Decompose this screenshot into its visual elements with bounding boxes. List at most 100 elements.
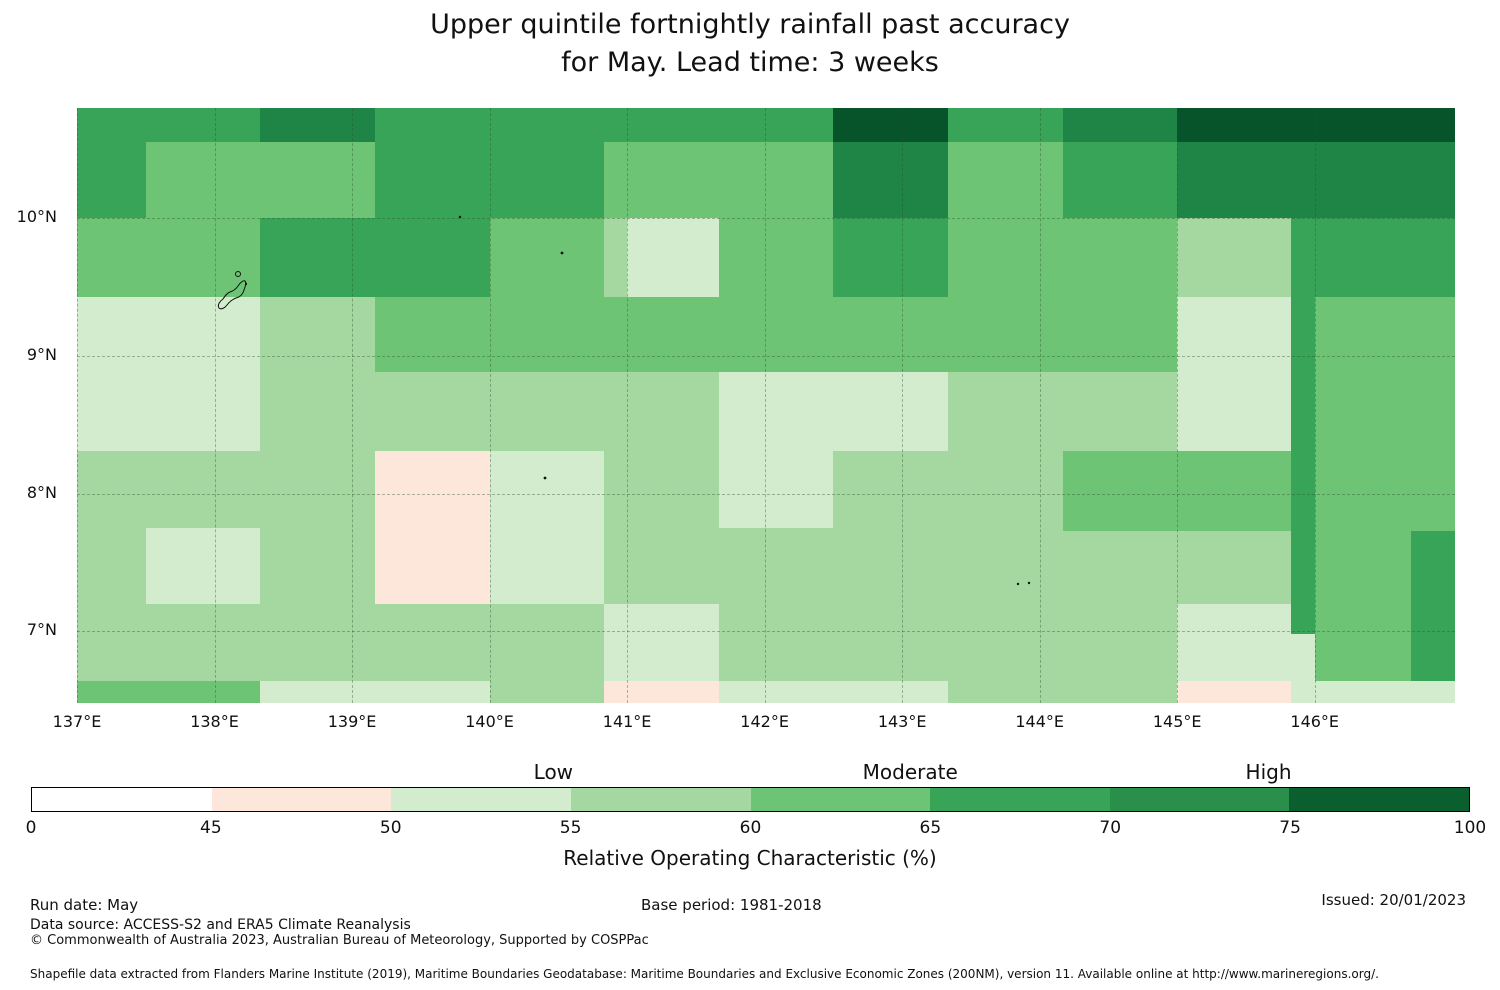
map-cell (489, 680, 604, 703)
map-cell (1291, 680, 1455, 703)
islet (560, 251, 564, 255)
map-cell (77, 142, 146, 219)
y-tick-label: 7°N (26, 620, 57, 640)
colorbar-tick: 100 (1453, 818, 1487, 838)
x-tick-label: 137°E (52, 712, 102, 731)
gridline-horizontal (77, 218, 1455, 220)
map-cell (833, 108, 948, 143)
map-cell (259, 680, 490, 703)
colorbar-category-moderate: Moderate (862, 760, 958, 784)
map-cell (947, 680, 1178, 703)
map-cell (719, 450, 834, 529)
y-tick-label: 9°N (26, 344, 57, 364)
islet (543, 476, 547, 480)
island-outlines (217, 215, 1031, 586)
gridline-vertical (214, 108, 216, 703)
map-cell (1177, 142, 1455, 219)
map-cell (1314, 530, 1411, 681)
map-cell (947, 108, 1064, 143)
gridline-horizontal (77, 355, 1455, 357)
footer-base-period: Base period: 1981-2018 (641, 896, 822, 914)
map-cell (603, 218, 628, 297)
map-cell (719, 218, 834, 297)
gridline-vertical (352, 108, 354, 703)
chart-title: Upper quintile fortnightly rainfall past… (0, 6, 1500, 82)
map-cell (603, 296, 720, 373)
map-cell (719, 680, 948, 703)
map-cell (259, 296, 376, 604)
map-cell (489, 296, 604, 373)
map-cell (77, 603, 604, 681)
colorbar-tick: 60 (739, 818, 762, 838)
colorbar-segment-55-60 (570, 788, 751, 811)
gridline-vertical (489, 108, 491, 703)
map-cell (603, 603, 720, 681)
map-cell (1291, 450, 1315, 635)
gridline-horizontal (77, 493, 1455, 495)
map-cell (77, 680, 260, 703)
map-cell (719, 528, 834, 604)
colorbar-tick: 0 (25, 818, 37, 838)
x-tick-label: 140°E (465, 712, 514, 731)
map-cell (947, 142, 1064, 219)
map-cell (375, 372, 490, 451)
map-cell (1177, 218, 1292, 297)
colorbar-category-high: High (1245, 760, 1292, 784)
map-cell (1177, 108, 1455, 143)
map-cell (259, 108, 376, 143)
map-cell (947, 372, 1178, 451)
colorbar-tick: 75 (1279, 818, 1301, 838)
map-cell (603, 372, 720, 604)
colorbar-segment-70-75 (1109, 788, 1290, 811)
map-cell (375, 450, 490, 604)
map-cell (1291, 218, 1455, 297)
map-cell (1291, 634, 1315, 681)
map-cell (77, 108, 260, 143)
colorbar-tick: 65 (919, 818, 942, 838)
x-tick-label: 143°E (877, 712, 927, 731)
footer-copyright: © Commonwealth of Australia 2023, Austra… (30, 933, 649, 948)
map-cell (77, 450, 260, 529)
map-cell (259, 218, 490, 297)
map-cell (489, 218, 604, 297)
map-cell (1177, 680, 1292, 703)
x-tick-label: 144°E (1015, 712, 1064, 731)
x-tick-label: 145°E (1152, 712, 1202, 731)
islet (1016, 582, 1020, 586)
map-cell (719, 296, 834, 373)
map-cell (603, 680, 720, 703)
map-cell (833, 296, 948, 373)
y-tick-label: 10°N (16, 207, 57, 227)
islet (458, 215, 462, 219)
map-cell (77, 528, 146, 604)
map-cell (1410, 530, 1455, 681)
gridline-vertical (764, 108, 766, 703)
gridline-vertical (1039, 108, 1041, 703)
map-cell (833, 218, 948, 297)
map-cell (375, 142, 604, 219)
gridline-vertical (627, 108, 629, 703)
map-cell (375, 296, 490, 373)
footer-run-date: Run date: May (30, 896, 139, 914)
x-tick-label: 138°E (190, 712, 239, 731)
footer-issued-date: Issued: 20/01/2023 (1321, 891, 1466, 909)
colorbar-tick: 70 (1099, 818, 1122, 838)
rainfall-accuracy-heatmap (77, 108, 1455, 703)
map-cell (1291, 296, 1315, 451)
map-cell (1177, 603, 1292, 681)
map-cell (833, 142, 948, 219)
colorbar-tick: 50 (379, 818, 402, 838)
islet (1027, 581, 1031, 585)
map-cell (375, 108, 834, 143)
map-cell (77, 218, 260, 297)
map-cell (489, 450, 604, 604)
colorbar-tick: 55 (559, 818, 582, 838)
map-cell (947, 450, 1064, 681)
colorbar-segment-0-45 (32, 788, 212, 811)
chart-title-line1: Upper quintile fortnightly rainfall past… (430, 9, 1070, 40)
gridline-vertical (1314, 108, 1316, 703)
map-cell (1063, 530, 1178, 681)
map-cell (603, 142, 834, 219)
x-tick-label: 142°E (740, 712, 789, 731)
gridline-vertical (1177, 108, 1179, 703)
